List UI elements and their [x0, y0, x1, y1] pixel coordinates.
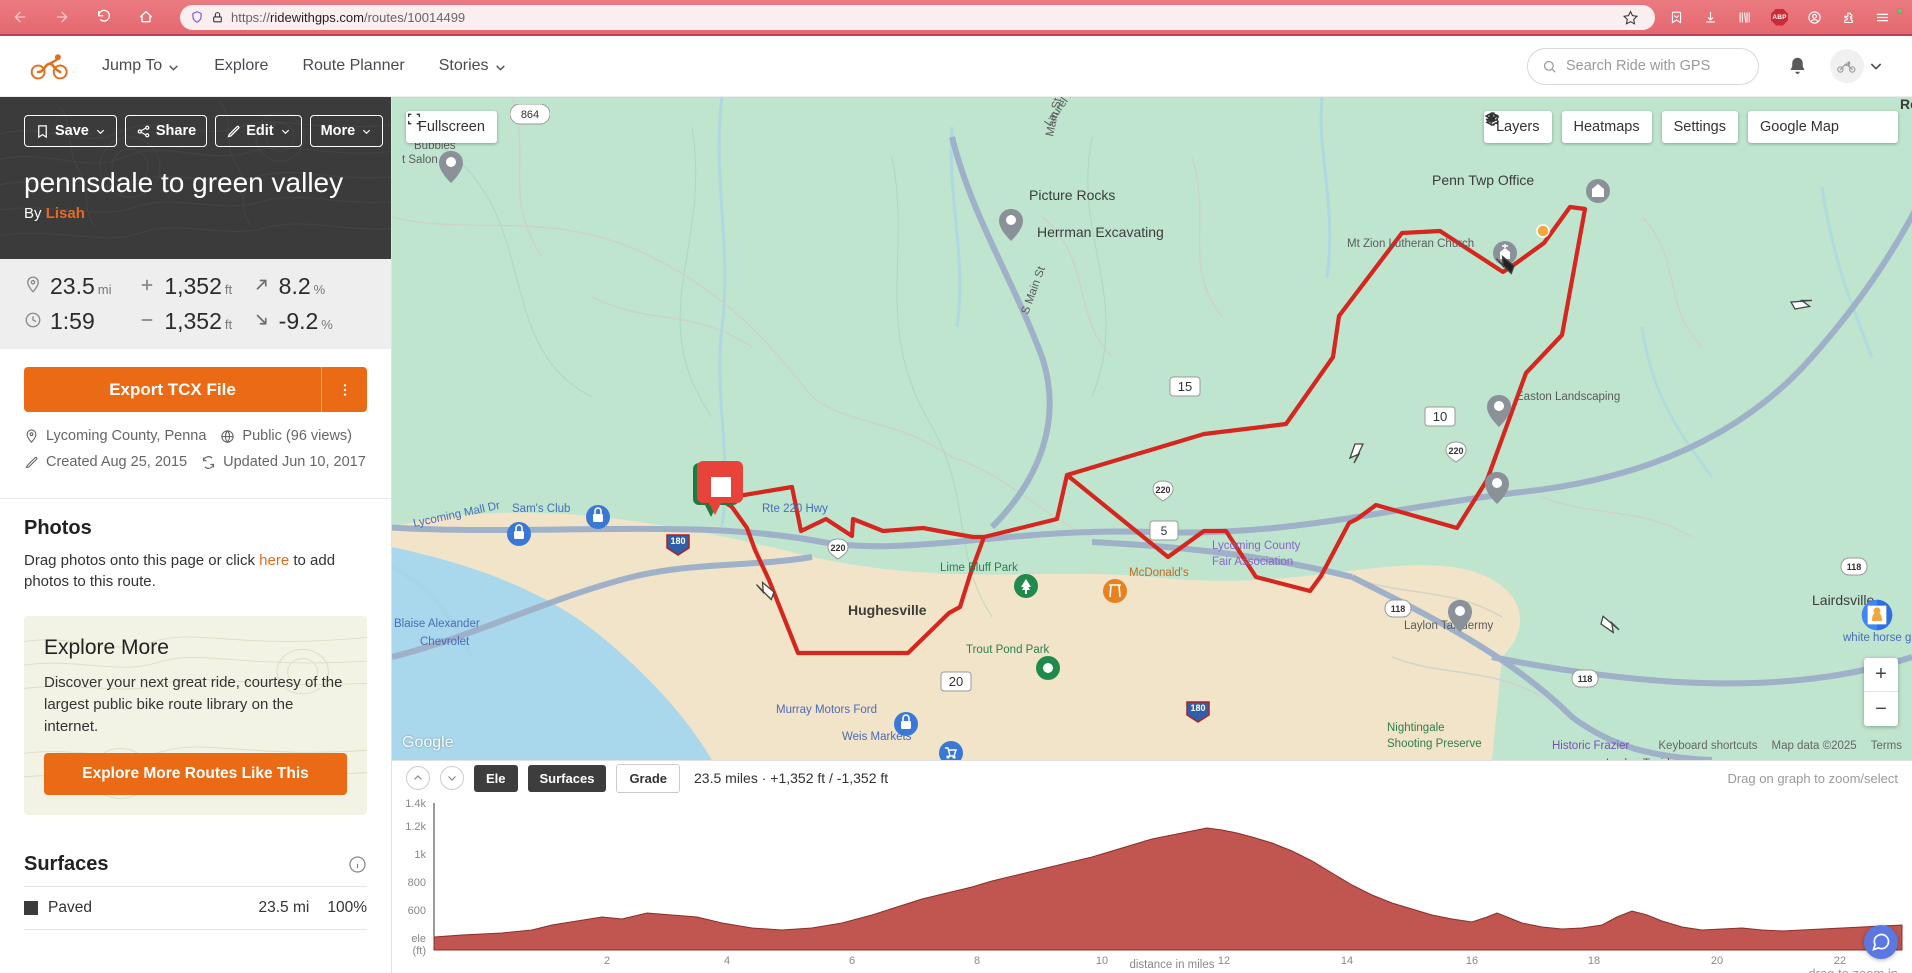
- svg-text:1k: 1k: [414, 849, 426, 861]
- svg-text:180: 180: [670, 536, 685, 546]
- svg-text:600: 600: [408, 905, 426, 917]
- svg-text:12: 12: [1218, 955, 1230, 967]
- svg-text:118: 118: [1391, 604, 1406, 614]
- svg-text:10: 10: [1096, 955, 1108, 967]
- svg-text:20: 20: [1711, 955, 1723, 967]
- svg-text:16: 16: [1466, 955, 1478, 967]
- svg-text:5: 5: [1161, 524, 1168, 538]
- svg-text:(ft): (ft): [413, 945, 426, 957]
- svg-text:4: 4: [724, 955, 730, 967]
- svg-text:8: 8: [974, 955, 980, 967]
- svg-text:6: 6: [849, 955, 855, 967]
- svg-text:220: 220: [830, 543, 845, 553]
- svg-text:220: 220: [1448, 446, 1463, 456]
- svg-text:18: 18: [1588, 955, 1600, 967]
- svg-text:118: 118: [1578, 674, 1593, 684]
- svg-text:180: 180: [1190, 703, 1205, 713]
- svg-text:ele: ele: [411, 933, 426, 945]
- svg-text:220: 220: [1155, 485, 1170, 495]
- svg-text:distance in miles: distance in miles: [1129, 959, 1214, 970]
- svg-text:20: 20: [949, 674, 963, 689]
- svg-text:2: 2: [604, 955, 610, 967]
- svg-text:14: 14: [1341, 955, 1353, 967]
- svg-text:1.4k: 1.4k: [405, 798, 426, 810]
- svg-text:118: 118: [1847, 562, 1862, 572]
- svg-text:864: 864: [521, 109, 539, 121]
- svg-text:15: 15: [1178, 379, 1192, 394]
- svg-text:1.2k: 1.2k: [405, 821, 426, 833]
- svg-text:800: 800: [408, 877, 426, 889]
- svg-text:10: 10: [1433, 409, 1447, 424]
